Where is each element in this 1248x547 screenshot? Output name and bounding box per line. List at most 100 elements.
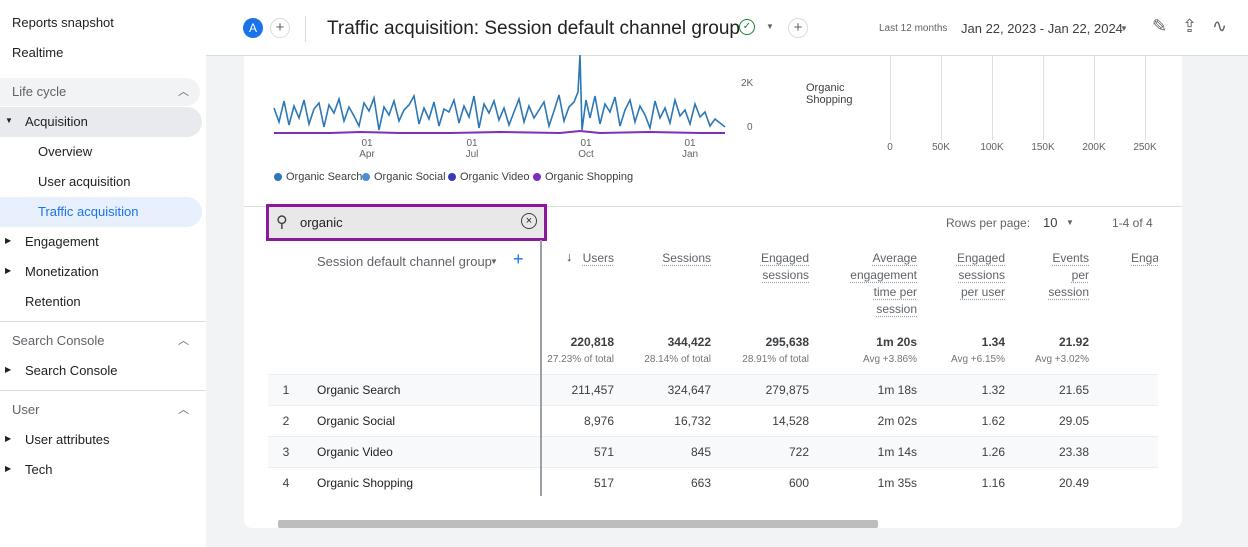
expand-arrow: ▶ (5, 434, 12, 443)
column-header[interactable]: Events per session (1037, 250, 1089, 301)
grid-line (1145, 56, 1146, 140)
expand-arrow: ▶ (5, 365, 12, 374)
section-title[interactable]: Search Console (12, 333, 105, 348)
dimension-header: Session default channel group (317, 254, 492, 269)
column-header[interactable]: Engaged sessions (749, 250, 809, 284)
bar-label: Organic Shopping (806, 82, 853, 106)
nav-item[interactable]: Monetization (25, 264, 99, 279)
x-label: 01 (580, 138, 592, 149)
row-number: 4 (282, 476, 290, 490)
column-header[interactable]: Users (554, 250, 614, 267)
nav-item[interactable]: Acquisition (25, 114, 88, 129)
edit-report[interactable]: ✎ (1152, 16, 1168, 36)
column-header-text: Engaged sessions (760, 251, 809, 282)
nav-item[interactable]: Tech (25, 462, 53, 477)
rows-label: Rows per page: (946, 216, 1031, 230)
expand-arrow: ▼ (5, 116, 13, 125)
table-row (268, 467, 1158, 499)
metric-value: 845 (690, 445, 711, 459)
column-header[interactable]: Engaged sessions per user (943, 250, 1005, 301)
x-label: 01 (466, 138, 478, 149)
divider (0, 390, 206, 391)
clear-icon[interactable]: × (521, 213, 537, 229)
y-label: 0 (747, 122, 753, 133)
column-header[interactable]: Enga (1131, 250, 1158, 267)
divider (305, 16, 306, 42)
total-value: 21.92 (1058, 335, 1089, 349)
nav-item[interactable]: Realtime (12, 45, 64, 60)
collapse-icon: ︿ (178, 86, 189, 98)
date-dropdown[interactable]: ▼ (1120, 24, 1128, 33)
x-label: Oct (578, 149, 594, 160)
nav-item[interactable]: Reports snapshot (12, 15, 114, 30)
metric-value: 1.16 (981, 476, 1005, 490)
nav-item[interactable]: Traffic acquisition (38, 204, 139, 219)
metric-value: 722 (788, 445, 809, 459)
collapse-icon: ︿ (178, 335, 189, 347)
column-header-text: Events per session (1048, 251, 1089, 299)
dimension-value: Organic Video (317, 445, 393, 459)
insights[interactable]: ∿ (1212, 16, 1228, 36)
nav-item[interactable]: User attributes (25, 432, 110, 447)
dimension-value: Organic Search (317, 383, 401, 397)
share[interactable]: ⇪ (1182, 16, 1198, 36)
expand-arrow: ▶ (5, 236, 12, 245)
y-label: 2K (741, 78, 754, 89)
dropdown[interactable]: ▼ (766, 22, 774, 31)
metric-value: 1m 14s (877, 445, 917, 459)
total-note: Avg +6.15% (950, 354, 1005, 365)
metric-value: 571 (593, 445, 614, 459)
metric-value: 517 (593, 476, 614, 490)
metric-value: 600 (788, 476, 809, 490)
column-header[interactable]: Average engagement time per session (837, 250, 917, 318)
legend-label: Organic Video (460, 171, 530, 183)
add-comparison[interactable]: + (788, 18, 808, 38)
x-label: Apr (359, 149, 375, 160)
date-range[interactable]: Jan 22, 2023 - Jan 22, 2024 (961, 21, 1123, 36)
expand-arrow: ▶ (5, 464, 12, 473)
add-button[interactable]: + (270, 18, 290, 38)
metric-value: 1m 35s (877, 476, 917, 490)
metric-value: 16,732 (674, 414, 711, 428)
total-note: 28.91% of total (742, 354, 809, 365)
x-label: 200K (1082, 142, 1106, 153)
header: A + Traffic acquisition: Session default c… (206, 0, 1248, 56)
grid-line (992, 56, 993, 140)
sidebar: Reports snapshot Realtime Life cycle ︿ ▼ Acqu… (0, 0, 206, 547)
total-value: 1.34 (981, 335, 1005, 349)
add-dimension: + (513, 249, 524, 269)
row-number: 1 (282, 383, 290, 397)
rows-dropdown[interactable]: ▼ (1066, 218, 1074, 227)
table-row (268, 405, 1158, 437)
row-number: 3 (282, 445, 290, 459)
x-label: 250K (1133, 142, 1157, 153)
section-bg (0, 78, 200, 106)
scrollbar[interactable] (278, 520, 878, 528)
section-title[interactable]: User (12, 402, 40, 417)
nav-item[interactable]: User acquisition (38, 174, 131, 189)
nav-item[interactable]: Engagement (25, 234, 99, 249)
x-label: Jul (465, 149, 479, 160)
legend-label: Organic Search (286, 171, 363, 183)
active-bg (0, 197, 202, 227)
metric-value: 29.05 (1058, 414, 1089, 428)
nav-item[interactable]: Overview (38, 144, 93, 159)
x-label: 150K (1031, 142, 1055, 153)
section-title[interactable]: Life cycle (12, 84, 67, 99)
rows-select[interactable]: 10 (1043, 215, 1058, 230)
search-box[interactable]: ⚲ organic × (266, 204, 547, 241)
sort-icon: ↓ (566, 249, 573, 264)
page-range: 1-4 of 4 (1112, 216, 1153, 230)
legend-dot (533, 173, 541, 181)
legend-label: Organic Social (374, 171, 446, 183)
status-icon: ✓ (739, 19, 755, 35)
table: Session default channel group ▼ + Users ↓ Ses… (268, 240, 1158, 500)
nav-item[interactable]: Retention (25, 294, 81, 309)
dimension-dropdown: ▼ (490, 257, 498, 266)
column-header[interactable]: Sessions (651, 250, 711, 267)
search-input[interactable]: organic (300, 215, 343, 230)
property-badge[interactable]: A (243, 18, 263, 38)
x-label: Jan (681, 149, 699, 160)
nav-item[interactable]: Search Console (25, 363, 118, 378)
